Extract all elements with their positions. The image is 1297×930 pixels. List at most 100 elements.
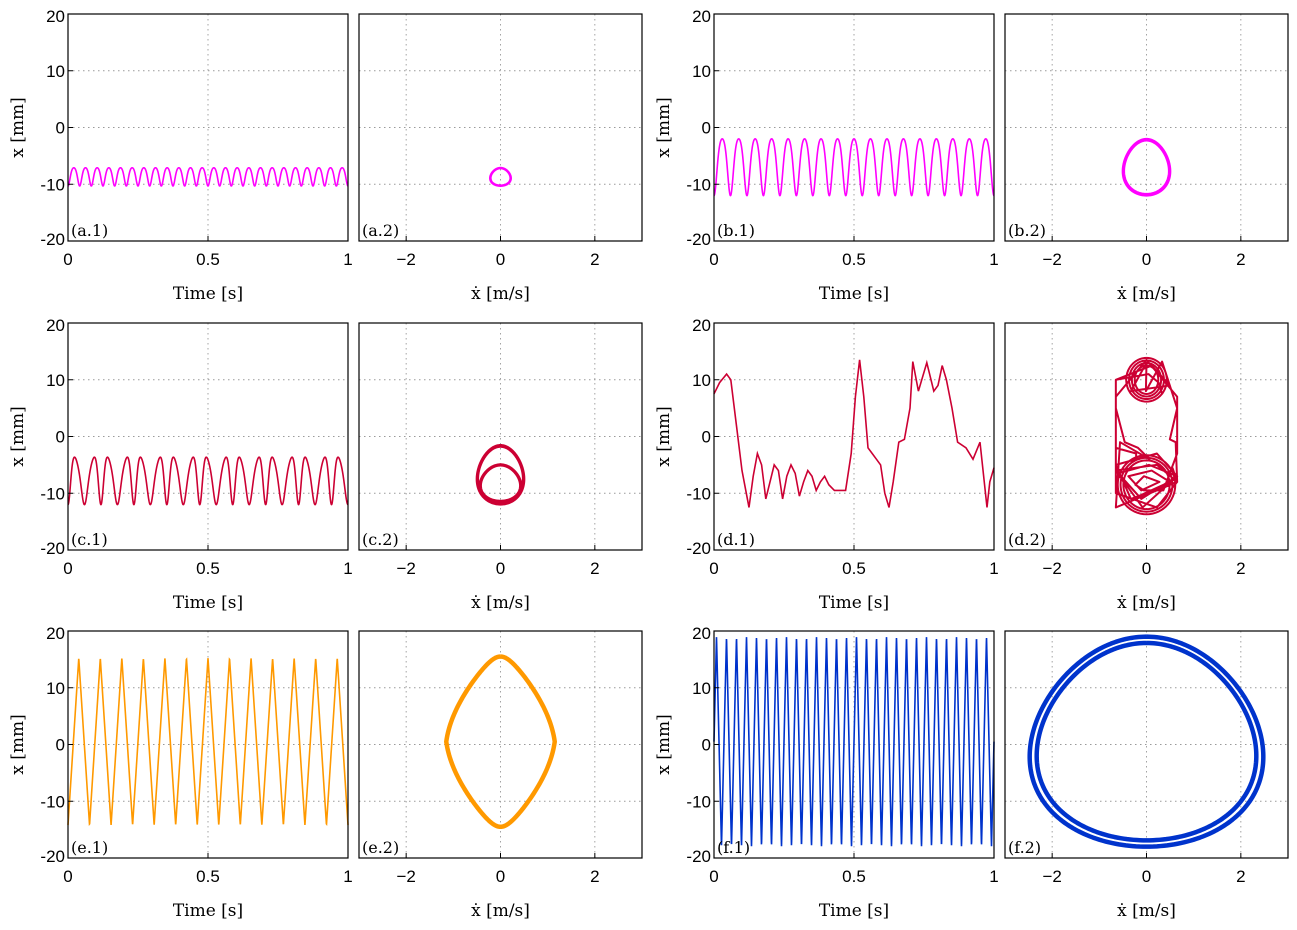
- y-tick-label: 10: [692, 371, 711, 390]
- series-line: [713, 637, 995, 847]
- x-tick-label: −2: [1042, 559, 1061, 578]
- x-tick-label: 2: [590, 559, 599, 578]
- x-tick-label: −2: [396, 867, 415, 886]
- y-axis-label: x [mm]: [8, 406, 28, 467]
- panel-label: (a.1): [71, 221, 108, 240]
- y-tick-label: -20: [686, 539, 711, 558]
- x-tick-label: 0: [63, 250, 72, 269]
- y-tick-label: -10: [686, 792, 711, 811]
- panel-label: (f.2): [1008, 838, 1041, 857]
- x-tick-label: 0: [496, 867, 505, 886]
- x-tick-label: −2: [1042, 250, 1061, 269]
- y-tick-label: 0: [56, 736, 65, 755]
- phase-trajectory: [475, 444, 526, 506]
- panel-label: (c.2): [362, 530, 399, 549]
- y-tick-label: 20: [46, 316, 65, 335]
- phase-trajectory: [1114, 356, 1179, 516]
- y-axis-label: x [mm]: [8, 714, 28, 775]
- x-tick-label: 0: [709, 867, 718, 886]
- x-tick-label: 0.5: [842, 250, 866, 269]
- panel-label: (d.2): [1008, 530, 1046, 549]
- y-tick-label: 20: [692, 316, 711, 335]
- y-axis-label: x [mm]: [654, 714, 674, 775]
- x-tick-label: 2: [1236, 250, 1245, 269]
- x-tick-label: 0.5: [196, 867, 220, 886]
- x-tick-label: 0: [63, 559, 72, 578]
- x-tick-label: −2: [1042, 867, 1061, 886]
- y-tick-label: -20: [40, 539, 65, 558]
- panel-label: (a.2): [362, 221, 399, 240]
- x-axis-label: ẋ [m/s]: [471, 284, 530, 304]
- x-tick-label: 1: [343, 250, 352, 269]
- x-tick-label: 1: [343, 867, 352, 886]
- x-tick-label: 0: [1142, 559, 1151, 578]
- y-tick-label: -10: [40, 484, 65, 503]
- x-tick-label: −2: [396, 250, 415, 269]
- x-tick-label: 0: [496, 559, 505, 578]
- panel-label: (e.1): [71, 838, 108, 857]
- x-tick-label: 1: [343, 559, 352, 578]
- x-axis-label: ẋ [m/s]: [1117, 284, 1176, 304]
- series-line: [713, 359, 995, 508]
- phase-trajectory: [1027, 634, 1266, 849]
- phase-plot-c: −2 0 2 ẋ [m/s] (c.2): [358, 322, 643, 613]
- x-tick-label: 1: [989, 559, 998, 578]
- x-tick-label: 1: [989, 867, 998, 886]
- x-tick-label: 0: [496, 250, 505, 269]
- y-tick-label: 0: [702, 119, 711, 138]
- panel-label: (e.2): [362, 838, 399, 857]
- y-tick-label: 20: [692, 624, 711, 643]
- x-axis-label: Time [s]: [173, 593, 243, 613]
- series-line: [67, 167, 349, 187]
- y-tick-label: 20: [46, 7, 65, 26]
- x-tick-label: 0: [1142, 250, 1151, 269]
- y-tick-label: -10: [40, 175, 65, 194]
- x-axis-label: ẋ [m/s]: [471, 901, 530, 921]
- panel-label: (c.1): [71, 530, 108, 549]
- y-tick-label: -10: [40, 792, 65, 811]
- panel-label: (b.2): [1008, 221, 1046, 240]
- y-tick-label: 0: [702, 736, 711, 755]
- x-tick-label: 0.5: [196, 250, 220, 269]
- x-tick-label: 0.5: [842, 559, 866, 578]
- panel-label: (d.1): [717, 530, 755, 549]
- y-tick-label: 0: [56, 428, 65, 447]
- x-axis-label: Time [s]: [173, 284, 243, 304]
- y-axis-label: x [mm]: [8, 97, 28, 158]
- x-axis-label: Time [s]: [819, 284, 889, 304]
- panel-label: (f.1): [717, 838, 750, 857]
- y-tick-label: 20: [692, 7, 711, 26]
- y-tick-label: -10: [686, 175, 711, 194]
- series-line: [67, 456, 349, 506]
- x-axis-label: Time [s]: [173, 901, 243, 921]
- phase-trajectory: [1121, 137, 1172, 197]
- phase-plot-b: −2 0 2 ẋ [m/s] (b.2): [1004, 13, 1289, 304]
- y-tick-label: 10: [692, 679, 711, 698]
- x-tick-label: 0.5: [842, 867, 866, 886]
- y-tick-label: 10: [46, 679, 65, 698]
- x-axis-label: Time [s]: [819, 901, 889, 921]
- x-tick-label: −2: [396, 559, 415, 578]
- phase-plot-f: −2 0 2 ẋ [m/s] (f.2): [1004, 630, 1289, 921]
- y-tick-label: -20: [686, 847, 711, 866]
- x-tick-label: 2: [590, 250, 599, 269]
- phase-plot-e: −2 0 2 ẋ [m/s] (e.2): [358, 630, 643, 921]
- x-tick-label: 0.5: [196, 559, 220, 578]
- y-tick-label: 0: [702, 428, 711, 447]
- series-line: [67, 657, 349, 827]
- x-tick-label: 0: [709, 559, 718, 578]
- y-tick-label: -20: [686, 230, 711, 249]
- x-tick-label: 0: [709, 250, 718, 269]
- panel-label: (b.1): [717, 221, 755, 240]
- x-tick-label: 0: [63, 867, 72, 886]
